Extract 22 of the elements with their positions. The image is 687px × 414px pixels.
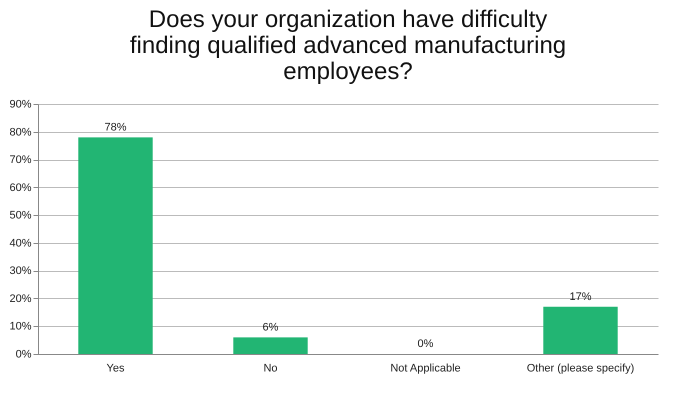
y-tick-label: 20%: [9, 292, 32, 305]
y-tick-label: 60%: [9, 182, 32, 194]
data-label: 17%: [569, 290, 592, 303]
chart-title: Does your organization have difficulty finding qualified advanced manufacturing employees?: [130, 6, 566, 85]
y-tick-label: 30%: [9, 265, 32, 278]
data-label: 6%: [262, 321, 279, 334]
x-tick-label: No: [263, 362, 278, 374]
data-label: 78%: [104, 121, 127, 134]
y-tick-label: 50%: [9, 210, 32, 222]
y-tick-label: 70%: [9, 154, 32, 166]
bar: [78, 137, 153, 354]
bar: [233, 337, 308, 354]
x-tick-label: Yes: [106, 362, 125, 374]
y-tick-label: 10%: [9, 320, 32, 333]
data-label: 0%: [418, 338, 434, 350]
y-tick-label: 80%: [9, 126, 32, 138]
y-tick-label: 0%: [16, 348, 32, 360]
x-tick-label: Other (please specify): [526, 362, 634, 374]
bar: [543, 306, 618, 354]
y-tick-label: 90%: [9, 98, 32, 110]
y-tick-label: 40%: [9, 237, 32, 250]
x-tick-label: Not Applicable: [390, 362, 461, 374]
